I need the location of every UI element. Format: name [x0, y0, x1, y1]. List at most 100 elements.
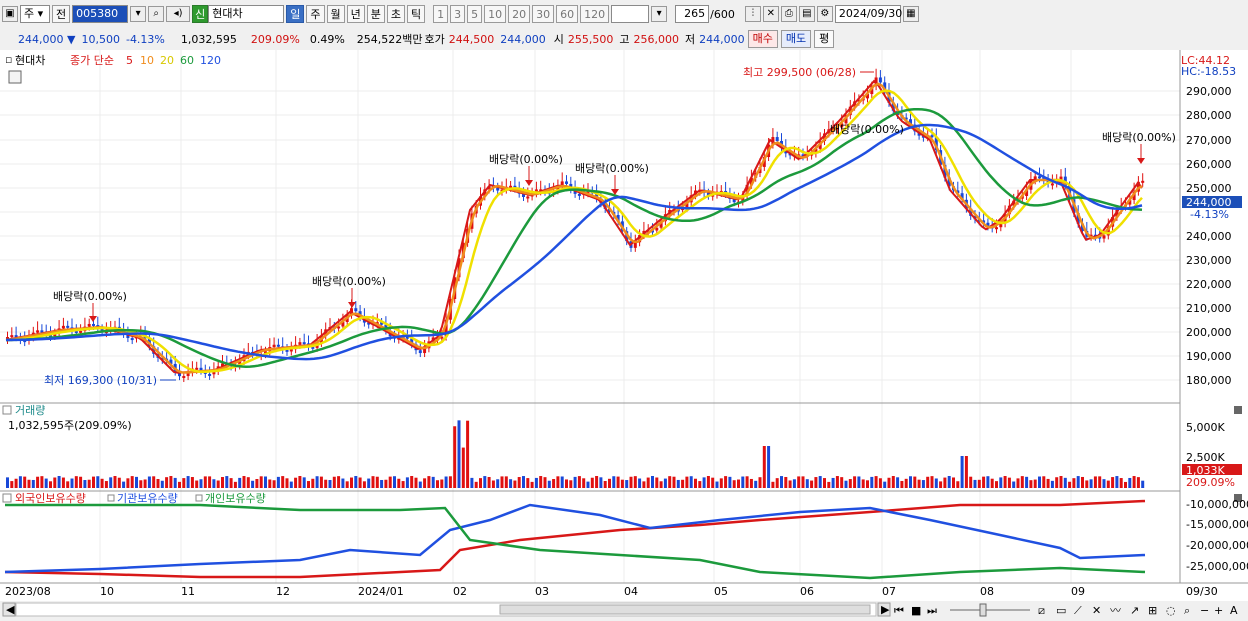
volume-bar: [122, 481, 126, 488]
interval-60[interactable]: 60: [556, 5, 579, 23]
volume-bar: [182, 478, 186, 488]
period-second[interactable]: 초: [386, 5, 405, 23]
volume-bar: [272, 480, 276, 488]
speaker-icon[interactable]: ◂): [166, 6, 191, 22]
candle-body: [169, 359, 173, 364]
volume-bar: [780, 476, 783, 488]
calendar-icon[interactable]: ▦: [902, 6, 919, 22]
zoom-out-icon[interactable]: −: [1200, 604, 1209, 617]
draw-fib-icon[interactable]: ⊞: [1148, 604, 1157, 617]
draw-arrow-icon[interactable]: ↗: [1130, 604, 1139, 617]
volume-bar: [698, 481, 702, 488]
interval-dropdown-icon[interactable]: ▾: [651, 6, 668, 22]
period-day[interactable]: 일: [286, 5, 305, 23]
volume-bar: [659, 481, 663, 488]
custom-interval-input[interactable]: [611, 5, 650, 23]
stop-icon[interactable]: ■: [911, 604, 921, 617]
holdings-close-icon[interactable]: [1234, 494, 1242, 502]
volume-bar: [990, 478, 994, 488]
draw-circle-icon[interactable]: ◌: [1166, 604, 1176, 617]
volume-bar: [100, 478, 104, 488]
next-page-icon[interactable]: ⏭: [927, 604, 937, 617]
draw-line-icon[interactable]: ⧄: [1038, 604, 1045, 617]
gear-icon[interactable]: ⚙: [816, 6, 833, 22]
type-select[interactable]: 주 ▾: [20, 5, 50, 23]
prev-button[interactable]: 전: [52, 5, 71, 23]
holdings-panel-menu-icon[interactable]: [2, 493, 12, 503]
volume-bar: [810, 480, 814, 488]
high-price: 256,000: [633, 32, 680, 46]
period-week[interactable]: 주: [306, 5, 325, 23]
date-axis: 2023/08 10 11 12 2024/01 02 03 04 05 06 …: [5, 585, 1218, 598]
volume-bar: [1102, 479, 1106, 488]
magnify-icon[interactable]: ⌕: [1184, 604, 1190, 617]
period-month[interactable]: 월: [326, 5, 345, 23]
crosshair-icon[interactable]: ✕: [762, 6, 779, 22]
count-input[interactable]: 265: [675, 5, 710, 23]
stock-code-input[interactable]: 005380: [72, 5, 129, 23]
candle-body: [1076, 213, 1080, 224]
buy-button[interactable]: 매수: [747, 30, 778, 48]
candle-body: [960, 193, 964, 200]
date-input[interactable]: 2024/09/30: [834, 5, 902, 23]
volume-bar: [917, 479, 921, 488]
candle-body: [995, 227, 998, 230]
scrollbar-thumb[interactable]: [499, 604, 871, 615]
candle-body: [848, 106, 852, 116]
first-page-icon[interactable]: ⏮: [894, 604, 904, 617]
interval-30[interactable]: 30: [532, 5, 555, 23]
y-tick-220000: 220,000: [1186, 278, 1232, 291]
window-icon[interactable]: ▣: [2, 6, 18, 22]
candle-type-icon[interactable]: ⫶: [744, 6, 761, 22]
volume-bar: [487, 477, 491, 488]
volume-bar: [986, 476, 990, 488]
draw-rect-icon[interactable]: ▭: [1056, 604, 1066, 617]
volume-close-icon[interactable]: [1234, 406, 1242, 414]
dropdown-icon[interactable]: ▾: [130, 6, 147, 22]
candle-body: [1132, 191, 1136, 201]
interval-3[interactable]: 3: [450, 5, 466, 23]
draw-wave-icon[interactable]: 〰: [1110, 604, 1121, 617]
zoom-slider-handle[interactable]: [979, 603, 987, 617]
volume-bar: [526, 478, 530, 488]
period-minute[interactable]: 분: [366, 5, 385, 23]
sell-button[interactable]: 매도: [780, 30, 812, 48]
moving-average-lines: [5, 79, 1143, 374]
candle-body: [878, 77, 882, 83]
volume-bar: [1063, 477, 1067, 488]
candle-body: [539, 189, 543, 192]
bid-price: 244,000: [500, 32, 546, 46]
interval-120[interactable]: 120: [580, 5, 610, 23]
draw-cross-icon[interactable]: ✕: [1092, 604, 1101, 617]
stock-chart[interactable]: ▫ 현대차 종가 단순 5 10 20 60 120 LC:44.12 HC:-…: [0, 50, 1248, 621]
volume-bar: [853, 476, 857, 488]
period-year[interactable]: 년: [346, 5, 365, 23]
interval-1[interactable]: 1: [433, 5, 449, 23]
print-icon[interactable]: ⎙: [780, 6, 797, 22]
text-tool-icon[interactable]: A: [1230, 604, 1238, 617]
save-icon[interactable]: ▤: [798, 6, 815, 22]
volume-bar: [887, 477, 891, 488]
panel-menu-icon[interactable]: ▫: [5, 53, 12, 66]
scroll-left-button[interactable]: [2, 602, 16, 617]
volume-bar: [1072, 478, 1076, 488]
eval-button[interactable]: 평: [814, 30, 835, 48]
period-tick[interactable]: 틱: [407, 5, 426, 23]
interval-5[interactable]: 5: [467, 5, 483, 23]
interval-10[interactable]: 10: [484, 5, 507, 23]
candle-body: [354, 308, 358, 312]
grid-toggle-icon[interactable]: [8, 70, 22, 84]
volume-bar: [896, 477, 900, 488]
zoom-in-icon[interactable]: +: [1214, 604, 1223, 617]
interval-20[interactable]: 20: [508, 5, 531, 23]
scroll-right-button[interactable]: [877, 602, 891, 617]
volume-bar: [380, 479, 384, 488]
search-icon[interactable]: ⌕: [148, 6, 165, 22]
draw-trend-icon[interactable]: ⟋: [1074, 604, 1082, 617]
volume-bar: [113, 476, 117, 488]
volume-bar: [1128, 477, 1132, 488]
volume-panel-menu-icon[interactable]: [2, 405, 12, 415]
volume-bar: [866, 480, 869, 488]
volume-bar: [405, 477, 409, 488]
volume-bar: [23, 476, 27, 488]
